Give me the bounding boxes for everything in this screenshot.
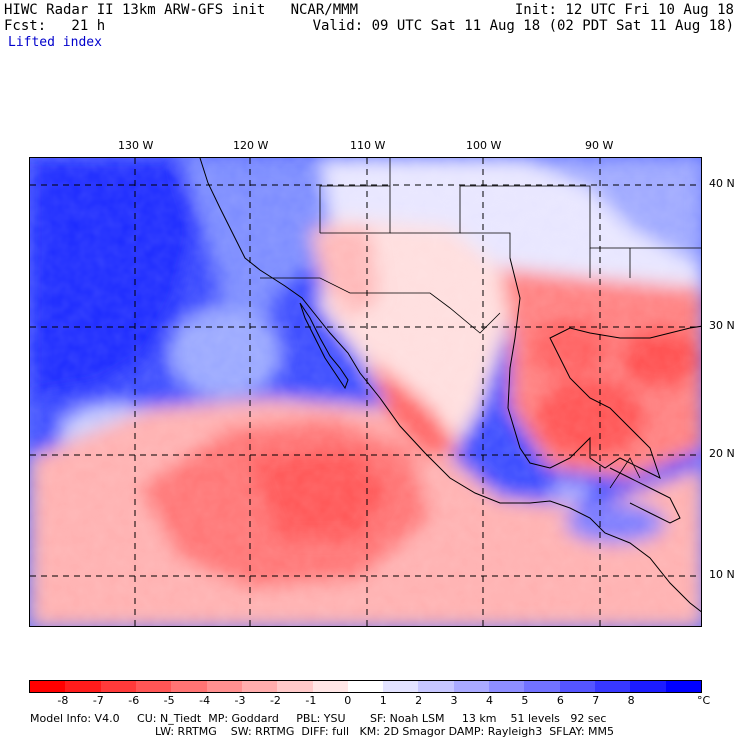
colorbar-tick-label: -4 [199, 694, 211, 707]
colorbar-tick-label: 8 [627, 694, 635, 707]
colorbar-tick-label: 5 [521, 694, 529, 707]
lat-label-40n: 40 N [709, 177, 735, 190]
valid-time: Valid: 09 UTC Sat 11 Aug 18 (02 PDT Sat … [312, 18, 734, 34]
map-canvas [30, 158, 701, 626]
colorbar [29, 680, 702, 693]
colorbar-cell [65, 681, 101, 692]
colorbar-tick-label: 7 [592, 694, 600, 707]
colorbar-tick-label: -3 [234, 694, 246, 707]
colorbar-tick-label: -6 [128, 694, 140, 707]
colorbar-tick-label: 4 [485, 694, 493, 707]
lat-label-10n: 10 N [709, 568, 735, 581]
lat-label-30n: 30 N [709, 319, 735, 332]
lon-label-110w: 110 W [350, 139, 386, 152]
colorbar-cell [453, 681, 490, 692]
colorbar-cell [665, 681, 701, 692]
model-info-line1: Model Info: V4.0 CU: N_Tiedt MP: Goddard… [30, 712, 607, 725]
colorbar-cell [418, 681, 454, 692]
colorbar-cell [559, 681, 595, 692]
colorbar-cell [241, 681, 278, 692]
map-title: HIWC Radar II 13km ARW-GFS init NCAR/MMM [4, 2, 359, 18]
colorbar-tick-label: -2 [269, 694, 281, 707]
colorbar-cell [347, 681, 384, 692]
init-time: Init: 12 UTC Fri 10 Aug 18 [514, 2, 734, 18]
model-info-line2: LW: RRTMG SW: RRTMG DIFF: full KM: 2D Sm… [155, 725, 615, 738]
colorbar-cell [383, 681, 419, 692]
colorbar-tick-label: 6 [556, 694, 564, 707]
colorbar-cell [312, 681, 348, 692]
colorbar-cell [30, 681, 66, 692]
lat-lon-grid [30, 158, 701, 626]
colorbar-tick-label: 1 [379, 694, 387, 707]
lifted-index-map[interactable] [29, 157, 702, 627]
colorbar-cell [171, 681, 207, 692]
colorbar-cell [489, 681, 525, 692]
colorbar-cell [277, 681, 313, 692]
colorbar-cell [135, 681, 172, 692]
colorbar-tick-label: -5 [163, 694, 175, 707]
lon-label-120w: 120 W [233, 139, 269, 152]
colorbar-cell [595, 681, 631, 692]
colorbar-tick-label: 2 [415, 694, 423, 707]
colorbar-tick-label: -7 [92, 694, 104, 707]
colorbar-tick-label: -1 [305, 694, 317, 707]
forecast-hour: Fcst: 21 h [4, 18, 106, 34]
lon-label-100w: 100 W [466, 139, 502, 152]
colorbar-cell [630, 681, 666, 692]
lon-label-90w: 90 W [585, 139, 614, 152]
colorbar-tick-label: 3 [450, 694, 458, 707]
political-borders [260, 158, 701, 489]
lat-label-20n: 20 N [709, 447, 735, 460]
lon-label-130w: 130 W [118, 139, 154, 152]
colorbar-unit: °C [697, 694, 711, 707]
colorbar-tick-label: 0 [344, 694, 352, 707]
colorbar-cell [206, 681, 242, 692]
colorbar-cell [100, 681, 136, 692]
colorbar-tick-label: -8 [57, 694, 69, 707]
colorbar-cell [524, 681, 560, 692]
field-name: Lifted index [8, 35, 102, 50]
